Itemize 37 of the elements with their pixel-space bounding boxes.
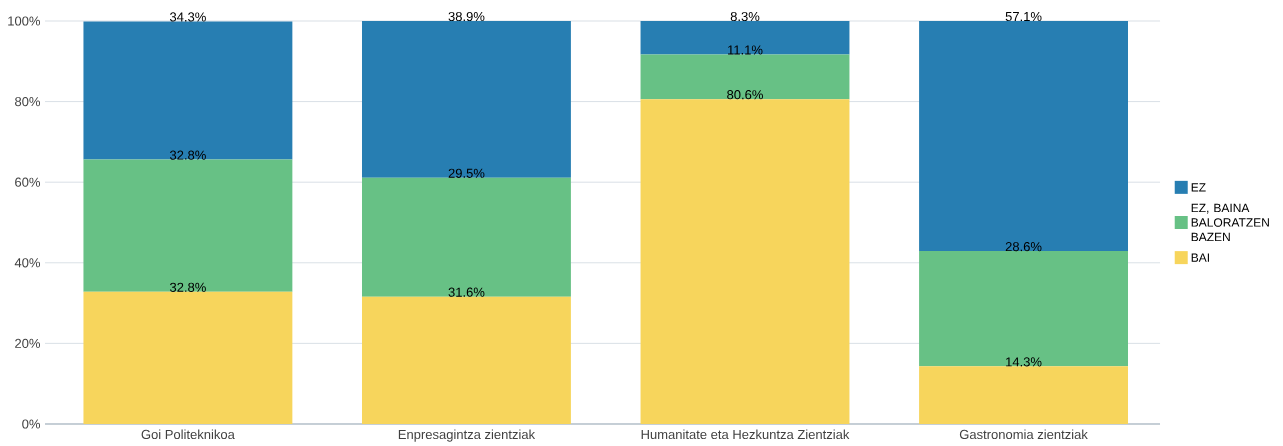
- legend-label: EZ, BAINA BALORATZEN BAZEN: [1191, 203, 1269, 242]
- bar: [83, 159, 293, 292]
- bar: [640, 20, 850, 55]
- y-tick-label: 60%: [15, 177, 41, 187]
- bar: [919, 20, 1128, 252]
- y-tick-label: 100%: [8, 16, 41, 26]
- x-tick-label: Gastronomia zientziak: [959, 429, 1088, 440]
- data-label: 32.8%: [169, 282, 206, 292]
- y-tick-label: 20%: [15, 338, 41, 348]
- bar: [362, 20, 571, 178]
- bar: [362, 177, 571, 297]
- legend-label: BAI: [1191, 253, 1209, 262]
- data-label: 8.3%: [730, 11, 760, 22]
- x-tick-label: Goi Politeknikoa: [141, 429, 235, 440]
- bar: [640, 99, 850, 424]
- y-tick-label: 0%: [22, 419, 41, 429]
- bar: [83, 291, 293, 424]
- data-label: 57.1%: [1005, 11, 1042, 22]
- y-tick-label: 80%: [15, 96, 41, 107]
- bar: [362, 296, 571, 424]
- bar: [919, 251, 1128, 367]
- data-label: 14.3%: [1006, 357, 1042, 367]
- data-label: 28.6%: [1005, 242, 1042, 252]
- data-label: 31.6%: [448, 287, 485, 297]
- data-label: 11.1%: [728, 45, 763, 55]
- data-label: 32.8%: [169, 150, 206, 160]
- x-tick-label: Humanitate eta Hezkuntza Zientziak: [641, 429, 850, 440]
- bar: [919, 366, 1128, 424]
- data-label: 80.6%: [727, 90, 763, 100]
- bar: [83, 21, 293, 160]
- data-label: 34.3%: [169, 12, 206, 22]
- legend-label: EZ: [1191, 183, 1206, 192]
- data-label: 38.9%: [448, 11, 485, 22]
- data-label: 29.5%: [448, 168, 485, 178]
- x-tick-label: Enpresagintza zientziak: [398, 429, 536, 442]
- bar: [640, 54, 850, 100]
- y-tick-label: 40%: [14, 258, 41, 268]
